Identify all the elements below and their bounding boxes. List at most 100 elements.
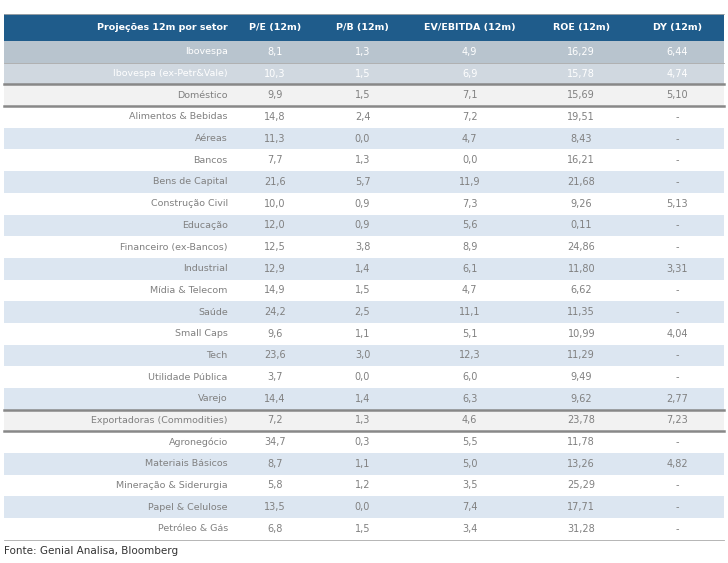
FancyBboxPatch shape [4, 279, 724, 301]
FancyBboxPatch shape [4, 14, 231, 41]
Text: 3,5: 3,5 [462, 480, 478, 490]
Text: 0,0: 0,0 [355, 502, 371, 512]
Text: 8,7: 8,7 [267, 459, 282, 469]
Text: 0,0: 0,0 [355, 133, 371, 144]
FancyBboxPatch shape [4, 84, 724, 106]
Text: 19,51: 19,51 [567, 112, 596, 122]
Text: 4,82: 4,82 [666, 459, 688, 469]
Text: Papel & Celulose: Papel & Celulose [149, 503, 228, 512]
Text: 6,62: 6,62 [571, 285, 592, 296]
Text: 11,78: 11,78 [567, 437, 596, 447]
Text: 12,3: 12,3 [459, 350, 480, 360]
Text: 25,29: 25,29 [567, 480, 596, 490]
FancyBboxPatch shape [4, 301, 724, 323]
Text: 0,9: 0,9 [355, 220, 371, 230]
Text: Ibovespa: Ibovespa [185, 47, 228, 56]
Text: 31,28: 31,28 [567, 524, 596, 534]
Text: Fonte: Genial Analisa, Bloomberg: Fonte: Genial Analisa, Bloomberg [4, 546, 178, 556]
Text: 1,4: 1,4 [355, 394, 371, 404]
Text: 11,1: 11,1 [459, 307, 480, 317]
Text: 7,2: 7,2 [267, 415, 282, 426]
Text: 9,6: 9,6 [267, 329, 282, 339]
Text: 3,4: 3,4 [462, 524, 478, 534]
Text: 2,4: 2,4 [355, 112, 371, 122]
Text: Bancos: Bancos [194, 156, 228, 165]
Text: 15,78: 15,78 [567, 69, 596, 79]
FancyBboxPatch shape [4, 63, 724, 84]
Text: 3,31: 3,31 [666, 263, 688, 274]
Text: 24,2: 24,2 [264, 307, 285, 317]
Text: Utilidade Pública: Utilidade Pública [149, 373, 228, 382]
Text: Ibovespa (ex-Petr&Vale): Ibovespa (ex-Petr&Vale) [113, 69, 228, 78]
Text: 24,86: 24,86 [567, 242, 596, 252]
FancyBboxPatch shape [4, 323, 724, 345]
FancyBboxPatch shape [4, 171, 724, 193]
Text: 14,4: 14,4 [264, 394, 285, 404]
Text: 11,80: 11,80 [568, 263, 595, 274]
Text: 1,5: 1,5 [355, 69, 371, 79]
Text: 9,26: 9,26 [571, 199, 592, 209]
Text: 8,1: 8,1 [267, 47, 282, 57]
Text: 16,21: 16,21 [567, 155, 596, 166]
Text: Aéreas: Aéreas [195, 134, 228, 143]
FancyBboxPatch shape [4, 366, 724, 388]
Text: 3,7: 3,7 [267, 372, 282, 382]
Text: -: - [676, 437, 679, 447]
Text: -: - [676, 220, 679, 230]
Text: -: - [676, 133, 679, 144]
Text: Construção Civil: Construção Civil [151, 199, 228, 208]
FancyBboxPatch shape [4, 453, 724, 475]
Text: 6,9: 6,9 [462, 69, 478, 79]
Text: 4,7: 4,7 [462, 285, 478, 296]
Text: 7,7: 7,7 [267, 155, 282, 166]
Text: 1,3: 1,3 [355, 415, 371, 426]
Text: 0,3: 0,3 [355, 437, 371, 447]
Text: Varejo: Varejo [198, 394, 228, 403]
Text: Saúde: Saúde [198, 307, 228, 316]
FancyBboxPatch shape [4, 409, 724, 431]
Text: 1,1: 1,1 [355, 459, 371, 469]
Text: 1,3: 1,3 [355, 47, 371, 57]
Text: -: - [676, 177, 679, 187]
FancyBboxPatch shape [4, 128, 724, 149]
Text: 7,4: 7,4 [462, 502, 478, 512]
Text: Educação: Educação [182, 221, 228, 230]
Text: -: - [676, 502, 679, 512]
Text: DY (12m): DY (12m) [652, 23, 702, 32]
Text: 2,77: 2,77 [666, 394, 688, 404]
Text: Exportadoras (Commodities): Exportadoras (Commodities) [91, 416, 228, 425]
Text: 1,4: 1,4 [355, 263, 371, 274]
FancyBboxPatch shape [4, 106, 724, 128]
Text: 21,6: 21,6 [264, 177, 285, 187]
Text: 5,5: 5,5 [462, 437, 478, 447]
Text: 16,29: 16,29 [567, 47, 596, 57]
Text: 14,9: 14,9 [264, 285, 285, 296]
Text: 10,0: 10,0 [264, 199, 285, 209]
Text: 6,0: 6,0 [462, 372, 478, 382]
Text: 11,3: 11,3 [264, 133, 285, 144]
Text: 7,3: 7,3 [462, 199, 478, 209]
Text: 13,26: 13,26 [567, 459, 596, 469]
Text: 9,49: 9,49 [571, 372, 592, 382]
Text: 4,04: 4,04 [666, 329, 688, 339]
Text: 4,9: 4,9 [462, 47, 478, 57]
Text: 3,8: 3,8 [355, 242, 371, 252]
Text: Small Caps: Small Caps [175, 329, 228, 338]
Text: 0,9: 0,9 [355, 199, 371, 209]
Text: 6,3: 6,3 [462, 394, 478, 404]
Text: 11,9: 11,9 [459, 177, 480, 187]
Text: 5,0: 5,0 [462, 459, 478, 469]
Text: 1,5: 1,5 [355, 524, 371, 534]
Text: 5,1: 5,1 [462, 329, 478, 339]
Text: P/B (12m): P/B (12m) [336, 23, 389, 32]
Text: Bens de Capital: Bens de Capital [154, 177, 228, 186]
Text: Financeiro (ex-Bancos): Financeiro (ex-Bancos) [120, 243, 228, 252]
Text: -: - [676, 307, 679, 317]
Text: 5,13: 5,13 [666, 199, 688, 209]
Text: 6,8: 6,8 [267, 524, 282, 534]
Text: 9,9: 9,9 [267, 90, 282, 100]
Text: Industrial: Industrial [183, 264, 228, 273]
Text: 8,9: 8,9 [462, 242, 478, 252]
Text: 4,7: 4,7 [462, 133, 478, 144]
Text: Agronegócio: Agronegócio [168, 437, 228, 447]
